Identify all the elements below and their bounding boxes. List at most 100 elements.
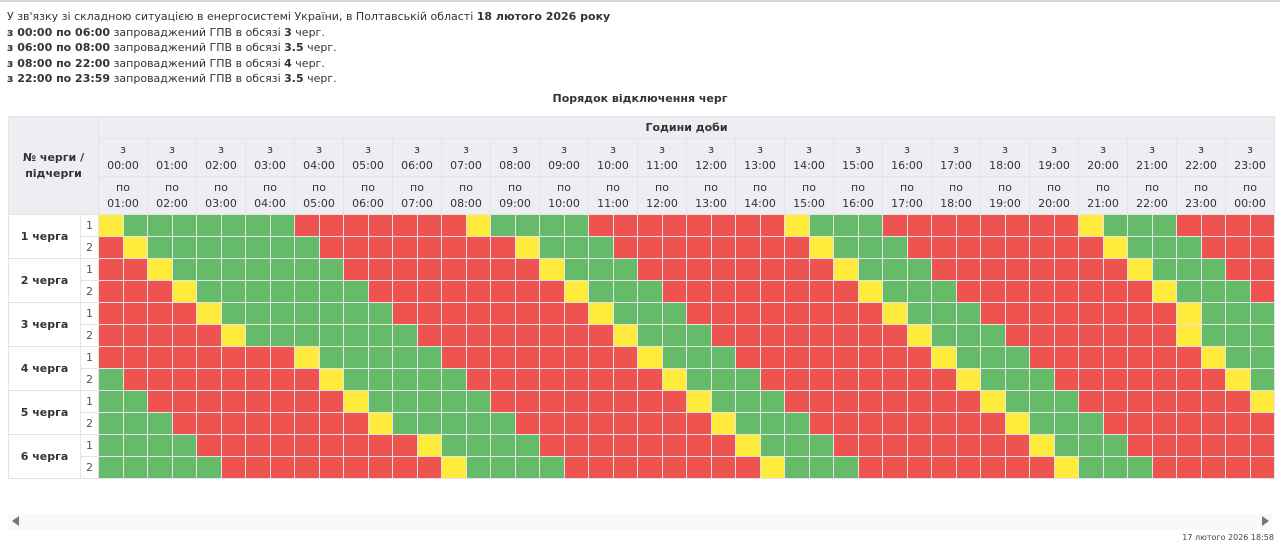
from-time: 01:00	[156, 158, 188, 172]
subqueue-number: 2	[80, 456, 99, 479]
cell-power-on	[784, 412, 810, 435]
cell-outage	[1249, 434, 1275, 457]
scroll-left-arrow-icon[interactable]	[12, 516, 19, 526]
cell-power-on	[196, 280, 222, 303]
cell-power-on	[735, 390, 761, 413]
subqueue-number: 1	[80, 258, 99, 281]
cell-outage	[882, 434, 908, 457]
cell-power-on	[955, 324, 981, 347]
cell-power-on	[122, 412, 148, 435]
cell-outage	[637, 456, 663, 479]
cell-outage	[882, 346, 908, 369]
to-prefix: по	[508, 180, 522, 194]
from-time: 13:00	[744, 158, 776, 172]
cell-power-on	[906, 280, 932, 303]
from-prefix: з	[1247, 142, 1253, 156]
to-time: 20:00	[1038, 196, 1070, 210]
cell-power-on	[1176, 236, 1202, 259]
cell-power-on	[1053, 390, 1079, 413]
to-time: 14:00	[744, 196, 776, 210]
to-time: 08:00	[450, 196, 482, 210]
cell-power-on	[465, 412, 491, 435]
cell-power-on	[955, 302, 981, 325]
cell-outage	[906, 390, 932, 413]
cell-possible-outage	[318, 368, 344, 391]
cell-power-on	[367, 390, 393, 413]
cell-outage	[955, 280, 981, 303]
cell-possible-outage	[196, 302, 222, 325]
cell-outage	[980, 434, 1006, 457]
cell-outage	[245, 390, 271, 413]
cell-outage	[906, 236, 932, 259]
cell-power-on	[245, 214, 271, 237]
cell-possible-outage	[1078, 214, 1104, 237]
schedule-table: № черги / підчерги Години доби з 00:00 з 01…	[8, 116, 1275, 479]
to-prefix: по	[949, 180, 963, 194]
cell-power-on	[808, 434, 834, 457]
cell-outage	[759, 258, 785, 281]
cell-possible-outage	[710, 412, 736, 435]
to-prefix: по	[116, 180, 130, 194]
to-prefix: по	[165, 180, 179, 194]
cell-outage	[1176, 214, 1202, 237]
cell-outage	[1225, 214, 1251, 237]
cell-outage	[784, 390, 810, 413]
cell-outage	[318, 236, 344, 259]
queue-label: 2 черга	[8, 258, 81, 303]
cell-outage	[269, 390, 295, 413]
cell-power-on	[490, 456, 516, 479]
to-time: 19:00	[989, 196, 1021, 210]
cell-power-on	[1225, 302, 1251, 325]
notice-period: з 22:00 по 23:59	[7, 72, 111, 86]
cell-outage	[465, 280, 491, 303]
horizontal-scrollbar[interactable]	[8, 514, 1272, 530]
cell-power-on	[220, 258, 246, 281]
cell-outage	[710, 236, 736, 259]
cell-power-on	[416, 390, 442, 413]
cell-power-on	[318, 346, 344, 369]
hour-to-header: по 12:00	[637, 176, 687, 215]
hour-to-header: по 19:00	[980, 176, 1030, 215]
cell-outage	[514, 390, 540, 413]
to-time: 03:00	[205, 196, 237, 210]
from-prefix: з	[512, 142, 518, 156]
to-prefix: по	[1194, 180, 1208, 194]
cell-outage	[1004, 236, 1030, 259]
scroll-right-arrow-icon[interactable]	[1262, 516, 1269, 526]
to-time: 12:00	[646, 196, 678, 210]
cell-power-on	[1029, 390, 1055, 413]
cell-outage	[931, 258, 957, 281]
cell-outage	[318, 412, 344, 435]
cell-outage	[514, 258, 540, 281]
to-time: 06:00	[352, 196, 384, 210]
cell-possible-outage	[686, 390, 712, 413]
cell-outage	[220, 346, 246, 369]
cell-outage	[1053, 214, 1079, 237]
to-time: 11:00	[597, 196, 629, 210]
hour-to-header: по 09:00	[490, 176, 540, 215]
cell-outage	[1102, 390, 1128, 413]
cell-power-on	[588, 258, 614, 281]
cell-outage	[441, 214, 467, 237]
cell-outage	[171, 390, 197, 413]
cell-outage	[1151, 456, 1177, 479]
cell-power-on	[441, 412, 467, 435]
cell-power-on	[343, 324, 369, 347]
table-row: 1 черга 1	[8, 214, 1275, 259]
cell-outage	[735, 214, 761, 237]
cell-outage	[735, 302, 761, 325]
from-time: 05:00	[352, 158, 384, 172]
cell-outage	[735, 236, 761, 259]
queue-header: № черги / підчерги	[8, 116, 99, 215]
cell-outage	[245, 434, 271, 457]
cell-outage	[906, 346, 932, 369]
cell-power-on	[122, 456, 148, 479]
cell-possible-outage	[1004, 412, 1030, 435]
cell-outage	[1200, 368, 1226, 391]
cell-outage	[612, 390, 638, 413]
cell-outage	[392, 302, 418, 325]
hour-to-header: по 05:00	[294, 176, 344, 215]
cell-outage	[710, 214, 736, 237]
cell-possible-outage	[1225, 368, 1251, 391]
table-row: 2	[9, 324, 1275, 347]
